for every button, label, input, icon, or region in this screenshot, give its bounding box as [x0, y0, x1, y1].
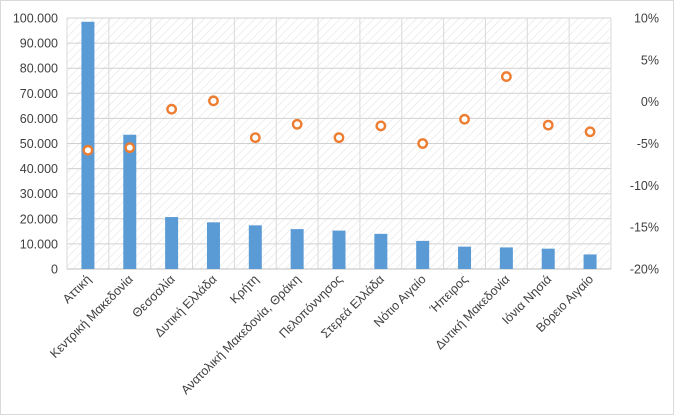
data-point [417, 138, 429, 149]
data-point [542, 119, 554, 131]
right-tick-label: -15% [630, 221, 659, 235]
left-tick-label: 40.000 [20, 162, 58, 176]
data-point [291, 118, 303, 130]
right-tick-label: -20% [630, 263, 659, 277]
left-tick-label: 30.000 [20, 187, 58, 201]
bar [123, 134, 137, 269]
right-tick-label: 10% [634, 12, 659, 26]
data-point [249, 132, 261, 144]
data-point [124, 142, 136, 154]
data-point [375, 120, 387, 132]
right-tick-label: 5% [641, 53, 659, 67]
left-tick-label: 70.000 [20, 87, 58, 101]
left-tick-label: 0 [51, 263, 58, 277]
scatter-series [82, 71, 596, 156]
bar [541, 248, 555, 269]
left-tick-label: 90.000 [20, 37, 58, 51]
bar [206, 222, 220, 269]
right-tick-label: 0% [641, 95, 659, 109]
left-axis: 0 10.000 20.000 30.000 40.000 50.000 60.000 70.… [13, 12, 58, 277]
bar [374, 233, 388, 269]
data-point [166, 103, 178, 115]
bar [416, 240, 430, 269]
data-point [500, 71, 512, 82]
data-point [208, 95, 219, 107]
gridlines [66, 17, 612, 270]
category-label: Κρήτη [227, 272, 261, 306]
category-label: Κεντρική Μακεδονία [47, 272, 136, 361]
data-point [584, 126, 596, 138]
category-label: Δυτική Μακεδονία [432, 272, 512, 352]
data-point [82, 144, 94, 156]
left-tick-label: 100.000 [13, 12, 58, 26]
bar-series [81, 21, 597, 269]
right-tick-label: -10% [630, 179, 659, 193]
right-tick-label: -5% [637, 137, 659, 151]
left-tick-label: 10.000 [20, 237, 58, 251]
bar [458, 246, 472, 269]
bar [248, 225, 262, 269]
left-tick-label: 50.000 [20, 137, 58, 151]
bar [165, 217, 179, 269]
bar [499, 247, 513, 269]
left-tick-label: 60.000 [20, 112, 58, 126]
right-axis: -20% -15% -10% -5% 0% 5% 10% [630, 12, 659, 277]
bar [583, 254, 597, 269]
data-point [333, 132, 345, 144]
bar [332, 230, 346, 269]
category-label: Αττική [60, 272, 94, 306]
data-point [459, 113, 470, 125]
bar [290, 229, 304, 269]
left-tick-label: 80.000 [20, 62, 58, 76]
left-tick-label: 20.000 [20, 212, 58, 226]
